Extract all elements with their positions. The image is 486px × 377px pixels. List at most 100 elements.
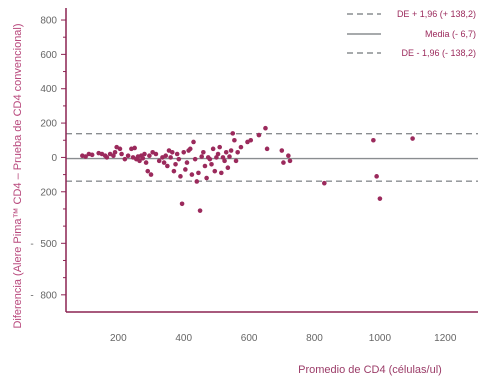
- data-point: [192, 156, 198, 162]
- data-point: [233, 158, 239, 164]
- data-point: [137, 158, 142, 164]
- x-tick-label: 600: [241, 333, 258, 344]
- data-point: [228, 148, 234, 153]
- data-point: [148, 172, 154, 177]
- data-point: [199, 154, 204, 159]
- legend-label: DE + 1,96 (+ 138,2): [397, 9, 476, 19]
- data-point: [83, 154, 88, 159]
- y-tick-label: 200: [40, 187, 57, 198]
- data-point: [210, 146, 216, 152]
- data-point: [119, 151, 124, 157]
- y-axis-label: Diferencia (Alere Pima™ CD4 – Prueba de …: [12, 23, 24, 328]
- data-point: [143, 160, 149, 165]
- data-point: [163, 153, 169, 159]
- data-point: [232, 137, 237, 143]
- y-tick-sign: -: [30, 239, 33, 250]
- x-tick-label: 200: [110, 333, 127, 344]
- data-point: [264, 146, 270, 152]
- data-point: [201, 149, 206, 155]
- data-point: [248, 137, 254, 143]
- data-point: [122, 156, 128, 162]
- data-point: [196, 170, 201, 176]
- data-point: [169, 149, 175, 155]
- data-point: [161, 160, 167, 165]
- data-point: [227, 154, 232, 159]
- data-point: [168, 155, 173, 160]
- data-point: [212, 168, 218, 174]
- data-point: [197, 208, 203, 213]
- data-point: [204, 175, 209, 181]
- data-point: [238, 144, 244, 150]
- data-point: [184, 160, 190, 165]
- data-point: [256, 132, 262, 138]
- data-point: [281, 160, 286, 165]
- data-point: [194, 179, 200, 184]
- data-point: [181, 149, 187, 155]
- data-point: [173, 161, 178, 167]
- data-point: [287, 158, 293, 164]
- data-point: [322, 180, 327, 186]
- data-point: [202, 163, 208, 169]
- data-point: [183, 167, 188, 172]
- data-point: [145, 168, 151, 174]
- x-tick-label: 1000: [369, 333, 392, 344]
- data-point: [153, 151, 159, 157]
- data-point: [140, 155, 146, 161]
- data-point: [125, 153, 131, 159]
- data-point: [189, 172, 195, 177]
- legend: DE + 1,96 (+ 138,2) Media (- 6,7) DE - 1,9…: [347, 9, 476, 58]
- data-point: [187, 146, 193, 152]
- data-point: [171, 168, 177, 174]
- x-axis-label: Promedio de CD4 (células/ul): [298, 364, 442, 376]
- data-point: [142, 151, 147, 157]
- data-point: [222, 158, 227, 164]
- data-point: [286, 153, 291, 159]
- data-point: [176, 156, 182, 162]
- legend-label: Media (- 6,7): [425, 29, 476, 39]
- data-point: [147, 153, 152, 159]
- data-points: [80, 125, 415, 213]
- y-tick-label: 600: [40, 50, 57, 61]
- data-point: [377, 196, 383, 201]
- data-point: [132, 145, 137, 151]
- data-point: [104, 155, 110, 160]
- data-point: [279, 148, 285, 153]
- data-point: [215, 151, 221, 157]
- y-tick-label: 800: [40, 16, 57, 27]
- data-point: [225, 165, 231, 171]
- data-point: [191, 139, 196, 145]
- x-tick-label: 800: [306, 333, 323, 344]
- axes: [65, 8, 478, 313]
- x-tick-label: 1200: [434, 333, 457, 344]
- y-tick-label: 200: [40, 119, 57, 130]
- data-point: [207, 156, 213, 162]
- y-tick-label: 0: [51, 153, 57, 164]
- legend-label: DE - 1,96 (- 138,2): [401, 48, 476, 58]
- data-point: [179, 201, 185, 207]
- data-point: [165, 163, 170, 169]
- y-tick-label: 800: [40, 290, 57, 301]
- data-point: [178, 174, 183, 179]
- data-point: [410, 136, 415, 141]
- y-tick-label: 500: [40, 239, 57, 250]
- data-point: [209, 161, 214, 167]
- data-point: [156, 158, 162, 164]
- data-point: [89, 152, 95, 158]
- data-point: [214, 155, 219, 160]
- data-point: [374, 174, 379, 179]
- data-point: [371, 137, 376, 143]
- data-point: [219, 170, 224, 176]
- data-point: [111, 153, 116, 159]
- y-tick-sign: -: [30, 290, 33, 301]
- data-point: [117, 146, 123, 152]
- y-tick-label: 400: [40, 84, 57, 95]
- data-point: [263, 125, 268, 131]
- data-point: [230, 131, 236, 136]
- data-point: [220, 155, 226, 160]
- data-point: [235, 149, 240, 155]
- data-point: [223, 149, 229, 155]
- data-point: [112, 149, 118, 155]
- x-tick-label: 400: [175, 333, 192, 344]
